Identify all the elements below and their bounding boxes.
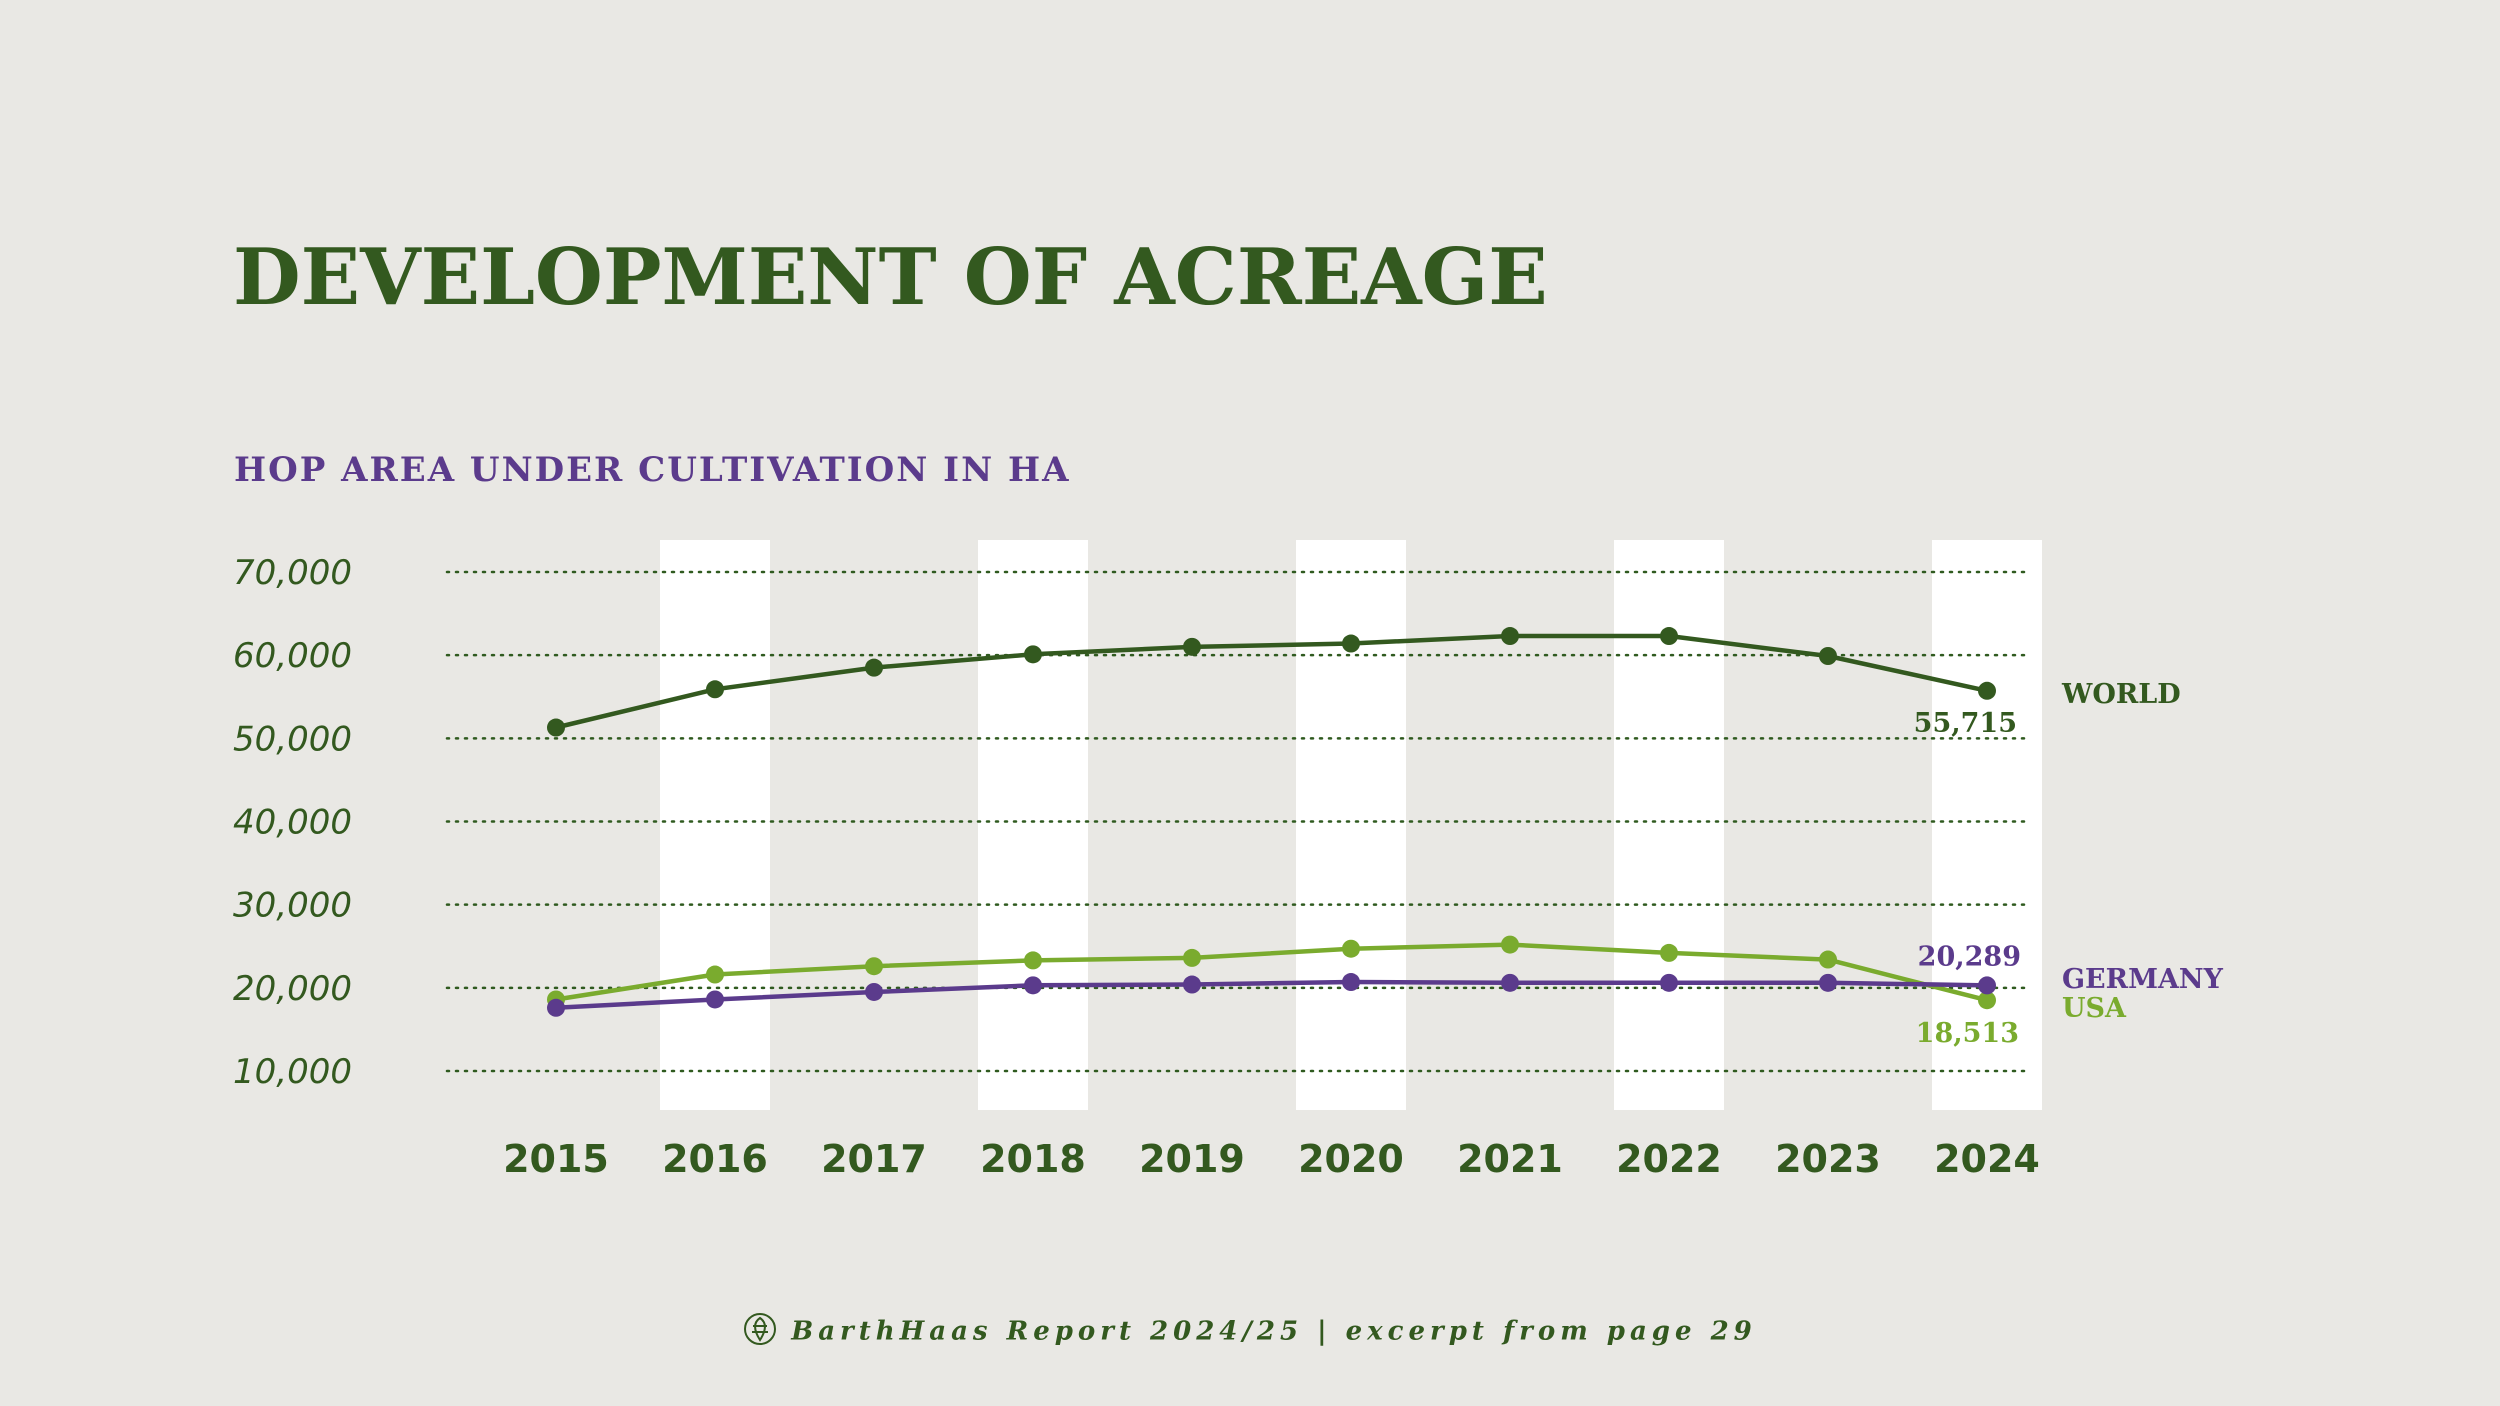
data-point-germany [1660, 973, 1678, 992]
data-point-world [1819, 646, 1837, 665]
data-point-usa [1024, 951, 1042, 970]
data-point-germany [1819, 973, 1837, 992]
data-point-world [706, 680, 724, 699]
column-band-2016 [660, 540, 770, 1110]
x-tick-label: 2023 [1775, 1137, 1881, 1181]
x-tick-label: 2015 [503, 1137, 609, 1181]
y-tick-label: 10,000 [233, 1052, 352, 1092]
footer: BarthHaas Report 2024/25 | excerpt from … [0, 1312, 2500, 1353]
data-point-germany [1978, 976, 1996, 995]
end-value-label-usa: 18,513 [1916, 1018, 2019, 1049]
y-tick-label: 50,000 [233, 719, 352, 759]
x-tick-label: 2022 [1616, 1137, 1722, 1181]
data-point-germany [547, 998, 565, 1017]
legend-label-germany: GERMANY [2062, 964, 2224, 995]
data-point-germany [1024, 976, 1042, 995]
series-line-germany [555, 979, 1988, 1011]
data-point-usa [1660, 943, 1678, 962]
footer-text: BarthHaas Report 2024/25 | excerpt from … [791, 1316, 1757, 1347]
data-point-germany [1183, 975, 1201, 994]
data-point-germany [1342, 973, 1360, 992]
data-point-germany [865, 982, 883, 1001]
alternating-column-bands [660, 540, 2042, 1110]
data-point-world [865, 658, 883, 677]
legend-label-usa: USA [2062, 993, 2127, 1024]
end-value-label-germany: 20,289 [1918, 941, 2021, 972]
data-point-usa [1183, 948, 1201, 967]
y-tick-label: 70,000 [233, 553, 352, 593]
data-point-usa [1501, 935, 1519, 954]
data-point-world [1501, 627, 1519, 646]
y-tick-label: 40,000 [233, 803, 352, 843]
y-tick-label: 60,000 [233, 636, 352, 676]
data-point-germany [706, 990, 724, 1009]
x-axis-tick-labels: 2015 2016 2017 2018 2019 2020 2021 2022 2023 2024 [503, 1137, 2040, 1181]
column-band-2022 [1614, 540, 1724, 1110]
x-tick-label: 2021 [1457, 1137, 1563, 1181]
x-tick-label: 2016 [662, 1137, 768, 1181]
series-line-world [555, 633, 1988, 730]
series-line-usa [555, 942, 1988, 1003]
data-point-world [1978, 681, 1996, 700]
data-point-world [547, 718, 565, 737]
x-tick-label: 2024 [1934, 1137, 2040, 1181]
data-point-usa [706, 965, 724, 984]
acreage-line-chart: 10,000 20,000 30,000 40,000 50,000 60,000 70,0… [233, 540, 2224, 1181]
x-tick-label: 2019 [1139, 1137, 1245, 1181]
x-tick-label: 2017 [821, 1137, 927, 1181]
chart-title: HOP AREA UNDER CULTIVATION IN HA [234, 450, 1071, 490]
data-point-world [1660, 627, 1678, 646]
data-point-usa [865, 957, 883, 976]
data-point-world [1183, 637, 1201, 656]
series-labels: 55,715 WORLD 20,289 GERMANY 18,513 USA [1914, 679, 2224, 1049]
y-axis-tick-labels: 10,000 20,000 30,000 40,000 50,000 60,000 70,0… [233, 553, 352, 1092]
y-tick-label: 30,000 [233, 886, 352, 926]
data-point-world [1024, 645, 1042, 664]
end-value-label-world: 55,715 [1914, 708, 2017, 739]
page-title: DEVELOPMENT OF ACREAGE [233, 232, 1548, 323]
x-tick-label: 2018 [980, 1137, 1086, 1181]
column-band-2020 [1296, 540, 1406, 1110]
hop-cone-icon [743, 1312, 777, 1353]
column-band-2024 [1932, 540, 2042, 1110]
series-lines [555, 633, 1988, 1011]
x-tick-label: 2020 [1298, 1137, 1404, 1181]
data-point-world [1342, 634, 1360, 653]
y-gridlines [445, 570, 2032, 1073]
data-point-usa [1342, 939, 1360, 958]
data-point-usa [1978, 991, 1996, 1010]
legend-label-world: WORLD [2061, 679, 2181, 710]
data-point-usa [1819, 950, 1837, 969]
series-points [547, 627, 1996, 1017]
data-point-germany [1501, 973, 1519, 992]
column-band-2018 [978, 540, 1088, 1110]
y-tick-label: 20,000 [233, 969, 352, 1009]
